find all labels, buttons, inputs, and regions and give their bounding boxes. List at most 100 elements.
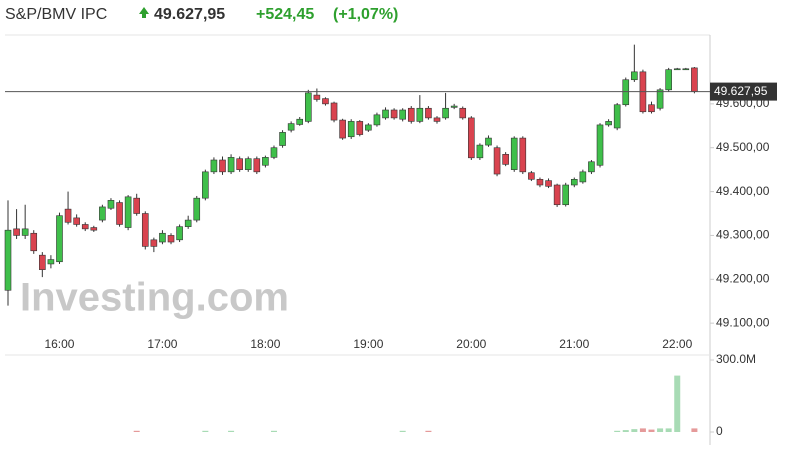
candle-body — [648, 104, 655, 113]
volume-bar — [614, 430, 621, 432]
candle-body — [450, 105, 458, 108]
candle-body — [622, 79, 630, 106]
candle-body — [442, 107, 449, 119]
x-tick-label: 22:00 — [662, 337, 692, 351]
candle-body — [519, 137, 527, 173]
header-change-pct: (+1,07%) — [333, 6, 398, 23]
candle-body — [244, 158, 252, 170]
watermark: Investing.com — [20, 276, 289, 320]
y-tick-label: 49.400,00 — [716, 184, 770, 198]
candle-body — [673, 68, 681, 71]
candle-body — [390, 109, 398, 119]
candle-body — [270, 147, 278, 158]
candle-body — [253, 158, 261, 173]
candle-body — [107, 200, 115, 209]
candle-body — [510, 137, 518, 170]
volume-bar — [228, 430, 235, 432]
candle-body — [90, 227, 98, 231]
candle-body — [562, 184, 570, 206]
volume-bar — [691, 428, 698, 432]
candle-body — [4, 229, 12, 291]
candle-body — [691, 67, 698, 92]
candle-body — [56, 215, 63, 263]
index-name: S&P/BMV IPC — [5, 6, 107, 23]
candle-body — [219, 159, 226, 173]
candle-body — [210, 159, 218, 173]
volume-bar — [270, 430, 277, 432]
candle-body — [485, 137, 492, 146]
x-tick-label: 19:00 — [353, 337, 383, 351]
candle-body — [605, 121, 612, 126]
y-tick-label: 49.500,00 — [716, 140, 770, 154]
candle-body — [545, 180, 552, 187]
candle-body — [236, 158, 243, 170]
header-change: +524,45 — [256, 6, 314, 23]
candle-body — [468, 117, 475, 159]
candle-body — [159, 232, 166, 243]
candle-body — [588, 161, 595, 173]
candle-body — [570, 178, 578, 186]
candle-body — [339, 119, 346, 139]
volume-bar — [648, 429, 655, 432]
y-tick-label: 49.200,00 — [716, 271, 770, 285]
candle-body — [665, 69, 672, 91]
candle-body — [133, 197, 140, 214]
volume-bar — [631, 429, 638, 432]
candle-body — [81, 224, 89, 230]
candle-body — [227, 157, 235, 173]
candle-body — [528, 172, 535, 180]
candle-body — [150, 239, 158, 247]
volume-bar — [639, 428, 646, 432]
candle-body — [579, 171, 587, 183]
candle-body — [330, 102, 338, 121]
candle-body — [287, 123, 295, 131]
candle-body — [313, 94, 321, 100]
candle-body — [30, 232, 38, 252]
volume-bar — [202, 430, 209, 432]
x-tick-label: 16:00 — [44, 337, 74, 351]
last-price-label: 49.627,95 — [714, 84, 768, 98]
candle-body — [167, 235, 175, 243]
candle-body — [13, 228, 20, 236]
last-price-tag — [710, 82, 777, 101]
x-tick-label: 21:00 — [559, 337, 589, 351]
candle-body — [596, 124, 604, 166]
candle-body — [459, 107, 467, 119]
candle-body — [373, 114, 381, 126]
candle-body — [47, 259, 55, 265]
volume-bar — [425, 430, 432, 432]
candle-body — [322, 98, 329, 105]
candle-body — [407, 107, 415, 122]
candle-body — [356, 121, 364, 135]
candle-body — [365, 124, 372, 131]
candle-body — [73, 217, 80, 225]
candle-body — [184, 219, 192, 227]
x-tick-label: 18:00 — [250, 337, 280, 351]
candle-body — [502, 153, 509, 165]
candle-body — [476, 144, 484, 159]
candle-body — [124, 196, 132, 228]
candle-body — [347, 121, 355, 138]
volume-tick-label: 300.0M — [716, 352, 756, 366]
header-price: 49.627,95 — [154, 6, 225, 23]
candle-body — [304, 92, 312, 122]
volume-bar — [133, 430, 140, 432]
x-tick-label: 20:00 — [456, 337, 486, 351]
candle-body — [21, 228, 29, 236]
candle-body — [536, 178, 544, 186]
volume-bar — [399, 430, 406, 432]
candle-body — [425, 107, 432, 119]
candle-body — [202, 171, 209, 199]
y-tick-label: 49.100,00 — [716, 315, 770, 329]
candle-body — [631, 71, 638, 81]
x-tick-label: 17:00 — [147, 337, 177, 351]
volume-tick-label: 0 — [716, 424, 723, 438]
candle-body — [141, 213, 149, 247]
candle-body — [416, 107, 424, 122]
candle-body — [433, 117, 441, 122]
y-tick-label: 49.300,00 — [716, 228, 770, 242]
volume-bar — [674, 375, 681, 432]
candle-body — [262, 157, 269, 166]
candle-body — [656, 89, 664, 109]
